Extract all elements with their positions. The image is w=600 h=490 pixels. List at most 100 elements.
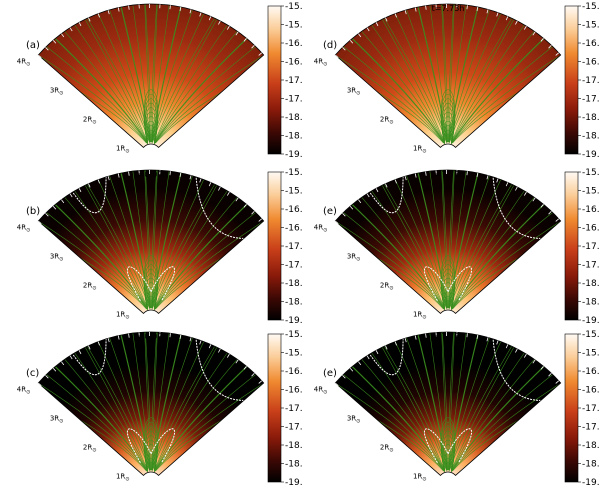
panel-label: (e): [323, 368, 337, 379]
colorbar-tick-label: -15.0: [582, 330, 600, 340]
angle-tick: [169, 5, 171, 10]
angle-tick: [189, 337, 192, 342]
angle-tick: [208, 182, 212, 187]
colorbar-tick-label: -18.: [285, 279, 303, 289]
density-contour: [71, 336, 107, 376]
closed-field-loop: [151, 451, 155, 472]
angle-tick: [169, 333, 171, 338]
colorbar-tick-label: -17.5: [582, 423, 600, 433]
radius-label: 2R⊙: [83, 443, 97, 453]
angle-tick: [97, 13, 100, 18]
open-field-line: [404, 5, 448, 143]
sector-outline: [334, 3, 562, 148]
density-map: [38, 3, 264, 148]
radius-label: 3R⊙: [50, 414, 64, 424]
colorbar: [564, 5, 579, 155]
panel-label: (c): [26, 368, 39, 379]
colorbar-tick-label: -15.: [582, 168, 600, 178]
angle-tick: [540, 366, 544, 370]
angle-tick: [179, 334, 182, 339]
angle-tick: [251, 372, 255, 377]
angle-tick: [358, 199, 362, 204]
colorbar-tick-label: -16.: [285, 39, 303, 49]
open-field-line: [448, 171, 492, 309]
open-field-line: [155, 380, 264, 472]
closed-field-loop: [151, 289, 155, 310]
angle-tick: [335, 382, 339, 386]
open-field-line: [61, 355, 148, 471]
open-field-line: [404, 171, 448, 309]
radius-label: 4R⊙: [314, 223, 328, 233]
radius-label: 1R⊙: [413, 144, 427, 154]
angle-tick: [548, 210, 552, 215]
open-field-line: [451, 200, 548, 310]
angle-tick: [366, 27, 370, 32]
open-field-line: [335, 218, 444, 310]
angle-tick: [208, 344, 212, 349]
open-field-line: [441, 3, 448, 143]
colorbar-tick-label: -19.: [582, 316, 600, 326]
colorbar-tick-label: -17.: [285, 242, 303, 252]
colorbar-tick-label: -16.: [285, 58, 303, 68]
closed-field-loop: [440, 422, 456, 472]
angle-tick: [476, 6, 479, 11]
colorbar-tick-label: -18.: [582, 113, 600, 123]
angle-tick: [251, 44, 255, 49]
density-contour: [424, 428, 472, 463]
open-field-line: [368, 348, 445, 471]
angle-tick: [394, 341, 397, 346]
angle-tick: [78, 22, 82, 27]
angle-tick: [243, 38, 247, 42]
radius-label: 1R⊙: [413, 310, 427, 320]
time-label: t=0.00h: [135, 332, 168, 341]
panel-label: (d): [323, 40, 337, 51]
angle-tick: [199, 178, 202, 183]
angle-tick: [88, 183, 91, 188]
angle-tick: [88, 17, 91, 22]
angle-tick: [466, 171, 468, 176]
angle-tick: [179, 6, 182, 11]
open-field-line: [38, 380, 147, 472]
colorbar-tick-label: -18.5: [582, 132, 600, 142]
panel-4: 1R⊙ 2R⊙ 3R⊙ 4R⊙ (e) t=7.73h -15. -15. -16. -16. -1…: [314, 168, 600, 326]
open-field-line: [339, 43, 445, 143]
panel-label: (a): [26, 40, 40, 51]
angle-tick: [349, 205, 354, 210]
radius-label: 3R⊙: [347, 252, 361, 262]
open-field-line: [38, 218, 147, 310]
density-contour: [492, 336, 543, 401]
colorbar-tick-label: -17.: [582, 261, 600, 271]
open-field-line: [154, 355, 241, 471]
angle-tick: [523, 25, 527, 30]
angle-tick: [394, 179, 397, 184]
colorbar-tick-label: -15.: [285, 187, 303, 197]
closed-field-loop: [444, 123, 448, 144]
angle-tick: [38, 54, 42, 58]
radius-label: 1R⊙: [116, 472, 130, 482]
open-field-line: [451, 27, 538, 143]
colorbar-tick-label: -17.: [582, 76, 600, 86]
angle-tick: [414, 7, 417, 12]
colorbar-tick-label: -19.: [285, 478, 303, 488]
open-field-line: [335, 380, 444, 472]
time-label: t=7.73h: [432, 4, 465, 13]
panel-2: 1R⊙ 2R⊙ 3R⊙ 4R⊙ (d) t=7.73h -15. -15.5 -16. -16.5…: [314, 2, 600, 160]
angle-tick: [226, 191, 230, 196]
colorbar-tick-label: -16.: [285, 386, 303, 396]
open-field-line: [154, 20, 231, 143]
open-field-line: [451, 180, 517, 309]
colorbar-tick-label: -16.: [582, 224, 600, 234]
open-field-line: [51, 200, 148, 310]
angle-tick: [218, 186, 221, 191]
colorbar-tick-label: -17.0: [582, 404, 600, 414]
closed-field-loop: [147, 289, 151, 310]
angle-tick: [45, 213, 49, 217]
open-field-line: [107, 333, 151, 471]
colorbar-tick-label: -15.5: [582, 349, 600, 359]
sector-outline: [37, 3, 265, 148]
angle-tick: [107, 176, 110, 181]
colorbar-tick-label: -17.: [285, 95, 303, 105]
open-field-line: [154, 186, 231, 309]
angle-tick: [496, 178, 499, 183]
sector-outline: [334, 169, 562, 314]
